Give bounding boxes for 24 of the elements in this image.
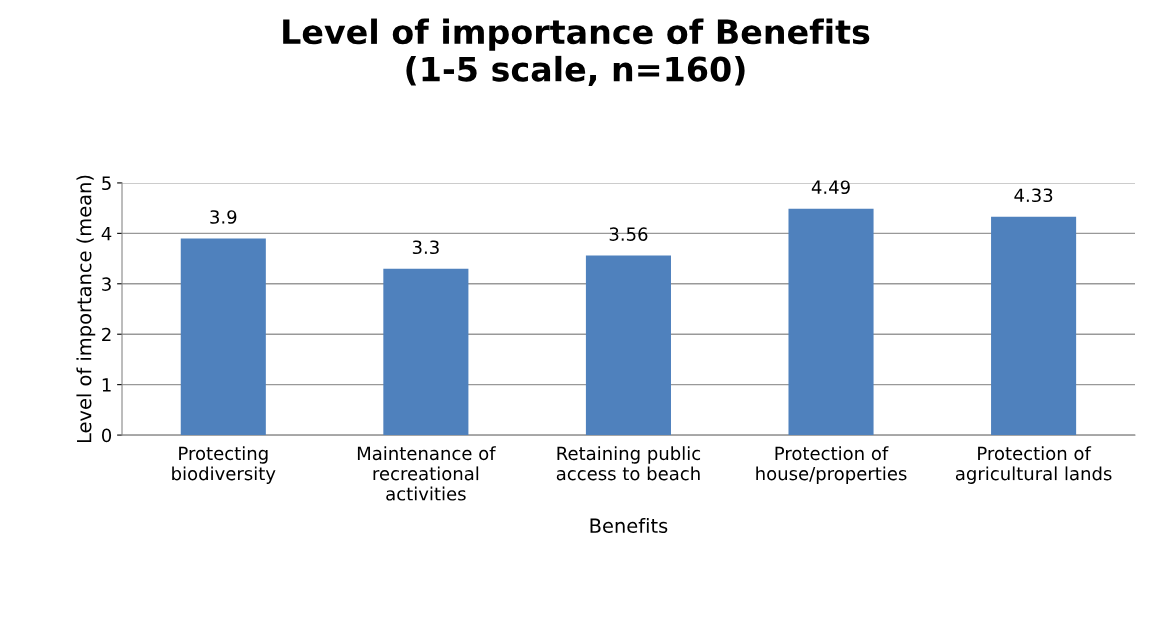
y-tick-label: 0 — [101, 428, 112, 443]
y-tick-label: 1 — [102, 378, 111, 392]
data-label: 3.9 — [210, 210, 237, 224]
data-label: 4.49 — [811, 180, 850, 195]
x-tick-label: Protection of house/properties — [756, 446, 907, 484]
x-tick-label: Retaining public access to beach — [556, 446, 701, 481]
bar — [180, 238, 266, 436]
y-axis-title: Level of importance (mean) — [76, 175, 96, 443]
x-tick-label: Protecting biodiversity — [172, 446, 276, 484]
data-label: 3.56 — [609, 227, 648, 241]
x-axis-title: Benefits — [590, 517, 668, 534]
x-tick-label: Protection of agricultural lands — [955, 446, 1112, 484]
bar — [383, 268, 469, 436]
chart-title: Level of importance of Benefits (1-5 scale, n=160) — [283, 18, 870, 86]
bar — [991, 216, 1077, 436]
bar — [585, 255, 671, 436]
y-tick-label: 2 — [102, 327, 111, 342]
bar — [788, 208, 874, 436]
data-label: 4.33 — [1014, 188, 1053, 203]
y-tick-label: 3 — [102, 277, 111, 291]
y-tick-label: 5 — [102, 176, 111, 191]
data-label: 3.3 — [412, 240, 439, 255]
x-tick-label: Maintenance of recreational activities — [357, 446, 496, 501]
y-tick-label: 4 — [101, 227, 112, 241]
